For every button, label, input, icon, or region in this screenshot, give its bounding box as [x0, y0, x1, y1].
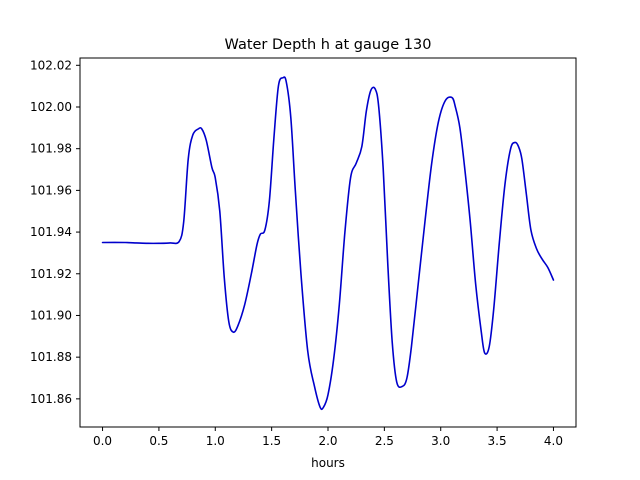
- y-tick-label: 102.00: [30, 100, 72, 114]
- x-tick-label: 1.0: [206, 434, 225, 448]
- x-tick-label: 4.0: [544, 434, 563, 448]
- y-tick-label: 101.96: [30, 183, 72, 197]
- x-tick-label: 3.5: [488, 434, 507, 448]
- y-tick-label: 101.98: [30, 142, 72, 156]
- x-tick-label: 1.5: [262, 434, 281, 448]
- y-tick-label: 101.94: [30, 225, 72, 239]
- y-tick-label: 101.88: [30, 350, 72, 364]
- y-tick-label: 102.02: [30, 58, 72, 72]
- x-tick-label: 0.0: [93, 434, 112, 448]
- y-tick-label: 101.92: [30, 267, 72, 281]
- x-axis-ticks: 0.0 0.5 1.0 1.5 2.0 2.5 3.0 3.5 4.0: [93, 427, 563, 448]
- series-line: [101, 76, 555, 411]
- x-axis-label: hours: [311, 456, 345, 470]
- y-tick-label: 101.86: [30, 392, 72, 406]
- y-tick-label: 101.90: [30, 308, 72, 322]
- x-tick-label: 3.0: [431, 434, 450, 448]
- x-tick-label: 2.5: [375, 434, 394, 448]
- series-layer: [101, 76, 555, 411]
- x-tick-label: 2.0: [318, 434, 337, 448]
- chart-title: Water Depth h at gauge 130: [225, 37, 432, 53]
- x-tick-label: 0.5: [149, 434, 168, 448]
- y-axis-ticks: 101.86 101.88 101.90 101.92 101.94 101.96 101.…: [30, 58, 80, 406]
- plot-area: [80, 58, 576, 427]
